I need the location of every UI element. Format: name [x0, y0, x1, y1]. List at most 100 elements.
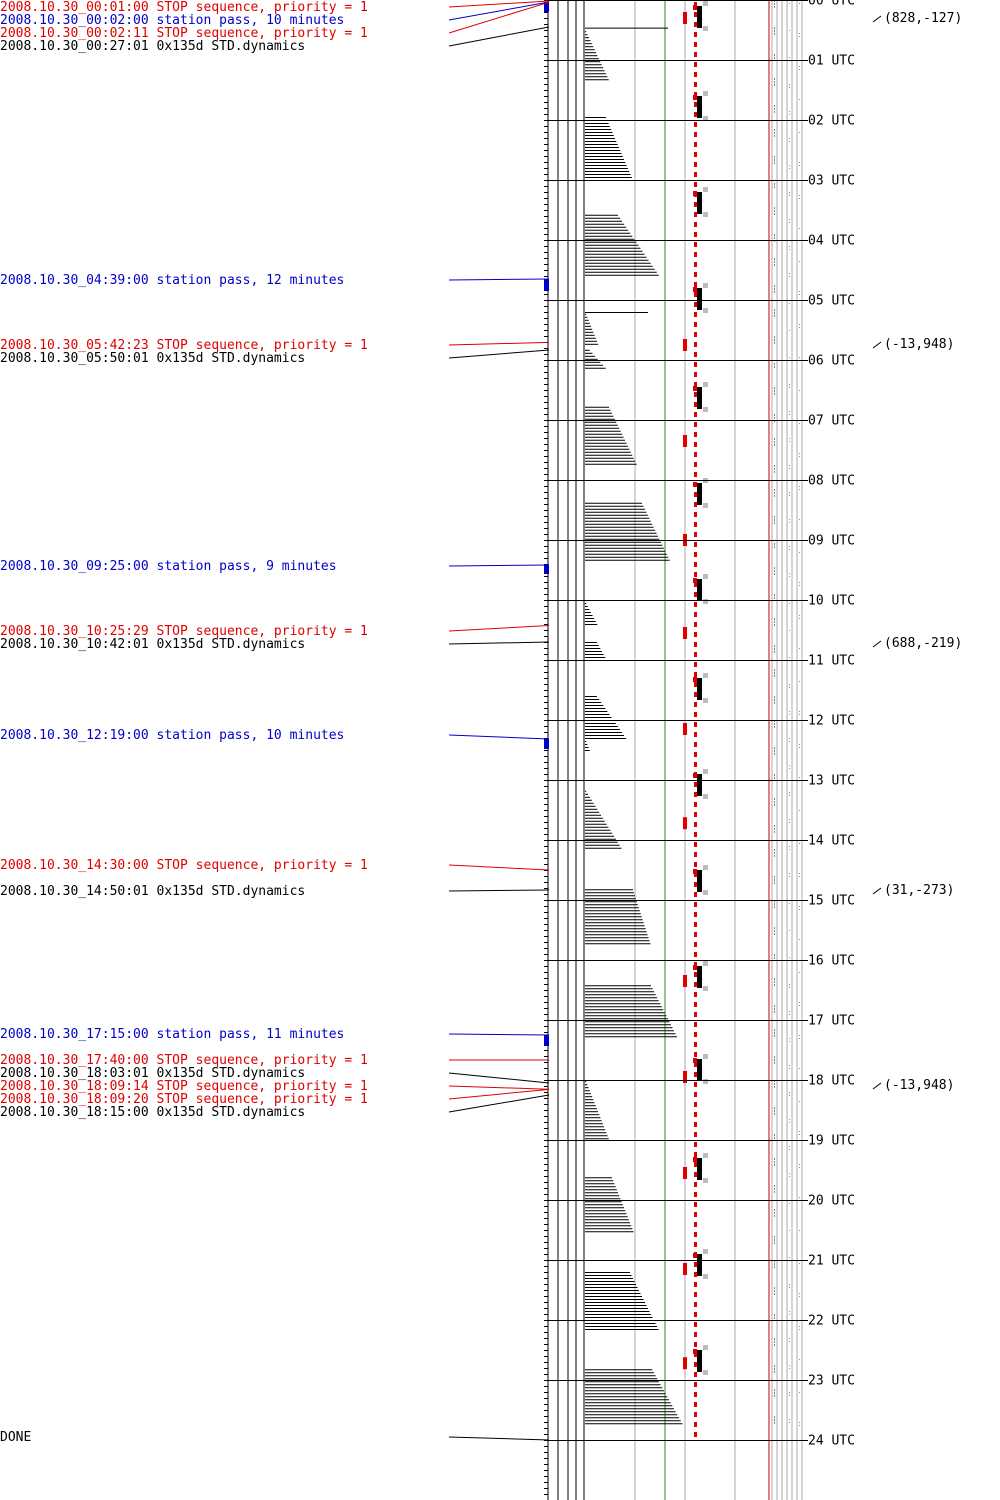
pass-marker: [544, 739, 549, 750]
red-dash: [694, 932, 697, 937]
pulse-grey: [703, 865, 708, 870]
red-mark: [683, 339, 687, 351]
dot-mark: [789, 222, 790, 223]
dot-mark: [774, 1191, 775, 1193]
red-dash: [694, 1052, 697, 1057]
annotation-label: (-13,948): [884, 1078, 954, 1093]
dot-mark: [789, 303, 790, 304]
dot-mark: [774, 129, 775, 131]
red-dash: [694, 842, 697, 847]
hour-label: 10 UTC: [808, 594, 855, 609]
dot-mark: [774, 519, 775, 521]
pulse-grey: [703, 283, 708, 288]
dot-mark: [774, 804, 775, 806]
dot-mark: [799, 552, 800, 553]
red-dash: [694, 52, 697, 57]
red-dash: [694, 112, 697, 117]
dot-mark: [774, 1290, 775, 1292]
red-dash: [694, 1422, 697, 1427]
hour-label: 00 UTC: [808, 0, 855, 9]
pulse-grey: [703, 890, 708, 895]
dot-mark: [774, 1422, 775, 1424]
red-dash: [694, 712, 697, 717]
dot-mark: [789, 1014, 790, 1015]
red-dash: [694, 502, 697, 507]
dot-mark: [774, 393, 775, 395]
pulse-bar: [697, 96, 702, 118]
hour-grid: 00 UTC 01 UTC 02 UTC 03 UTC 04 UTC 05 UTC 06 U…: [548, 0, 855, 1449]
pulse-grey: [703, 1178, 708, 1183]
red-dash: [694, 762, 697, 767]
dot-mark: [774, 567, 775, 569]
red-dash: [694, 552, 697, 557]
event-label: 2008.10.30_09:25:00 station pass, 9 minu…: [0, 559, 337, 574]
dot-mark: [789, 192, 790, 193]
annotation-label: (-13,948): [884, 337, 954, 352]
dot-mark: [799, 744, 800, 745]
dot-mark: [774, 1113, 775, 1115]
dot-mark: [789, 819, 790, 820]
event-connector: [448, 341, 550, 346]
red-dash: [694, 1072, 697, 1077]
red-mark: [683, 435, 687, 447]
pulse-grey: [703, 382, 708, 387]
dot-mark: [789, 576, 790, 577]
dot-mark: [799, 489, 800, 490]
annotation-arrow: [872, 341, 882, 349]
event-connector: [448, 624, 550, 632]
red-dash: [694, 322, 697, 327]
red-dash: [694, 1372, 697, 1377]
dot-mark: [774, 876, 775, 878]
dot-mark: [799, 1293, 800, 1294]
dot-mark: [774, 1137, 775, 1139]
pulse-red: [693, 95, 697, 100]
red-dash: [694, 1212, 697, 1217]
red-dash: [694, 1032, 697, 1037]
dot-mark: [789, 492, 790, 493]
red-dash: [694, 122, 697, 127]
red-dash: [694, 642, 697, 647]
dot-mark: [774, 339, 775, 341]
red-mark: [683, 1357, 687, 1370]
dot-mark: [774, 33, 775, 35]
dot-mark: [774, 879, 775, 881]
red-dash: [694, 562, 697, 567]
event-label: 2008.10.30_17:40:00 STOP sequence, prior…: [0, 1053, 368, 1068]
dot-mark: [789, 1203, 790, 1204]
dot-mark: [789, 1230, 790, 1231]
red-dash: [694, 582, 697, 587]
pulse-grey: [703, 91, 708, 96]
hour-label: 14 UTC: [808, 834, 855, 849]
red-dash: [694, 162, 697, 167]
dot-mark: [799, 357, 800, 358]
red-dash: [694, 1202, 697, 1207]
dot-mark: [799, 582, 800, 583]
red-dash: [694, 1272, 697, 1277]
red-dash: [694, 952, 697, 957]
red-dash: [694, 1092, 697, 1097]
dot-mark: [774, 336, 775, 338]
dot-mark: [789, 246, 790, 247]
dot-mark: [774, 570, 775, 572]
dot-mark: [774, 849, 775, 851]
dot-mark: [774, 801, 775, 803]
dot-mark: [774, 516, 775, 518]
dot-mark: [789, 384, 790, 385]
red-dash: [694, 1412, 697, 1417]
dot-mark: [799, 1392, 800, 1393]
dot-mark: [789, 1257, 790, 1258]
hour-label: 02 UTC: [808, 114, 855, 129]
dot-mark: [789, 849, 790, 850]
dot-mark: [799, 453, 800, 454]
dot-mark: [774, 210, 775, 212]
red-dash: [694, 1232, 697, 1237]
dot-mark: [774, 207, 775, 209]
red-dash: [694, 742, 697, 747]
red-dash: [694, 692, 697, 697]
red-dash: [694, 372, 697, 377]
dot-mark: [774, 315, 775, 317]
red-dash: [694, 862, 697, 867]
red-dash: [694, 1142, 697, 1147]
dot-mark: [799, 1329, 800, 1330]
dot-mark: [789, 1149, 790, 1150]
